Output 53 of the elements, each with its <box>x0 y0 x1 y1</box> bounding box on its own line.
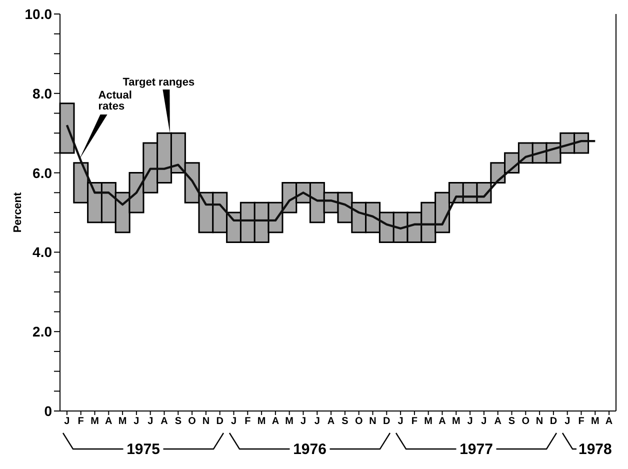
x-tick-label: O <box>522 416 530 428</box>
x-tick-label: O <box>354 416 363 428</box>
x-tick-label: F <box>411 416 418 428</box>
y-tick-label: 8.0 <box>32 85 52 102</box>
y-tick-label: 4.0 <box>32 244 52 260</box>
x-tick-label: S <box>342 416 349 428</box>
x-tick-label: J <box>64 416 70 428</box>
text: 1975 <box>126 441 160 458</box>
x-tick-label: M <box>90 416 99 428</box>
x-tick-label: J <box>314 416 320 428</box>
y-tick-label: 0 <box>44 402 52 419</box>
x-tick-label: M <box>590 416 600 428</box>
x-tick-label: M <box>285 416 294 428</box>
x-tick-label: A <box>327 416 335 428</box>
x-tick-label: J <box>564 416 570 428</box>
x-tick-label: J <box>300 416 306 428</box>
x-tick-label: J <box>398 416 404 428</box>
x-tick-label: M <box>424 416 433 428</box>
x-tick-label: D <box>550 416 558 428</box>
x-tick-label: N <box>202 416 210 428</box>
x-tick-label: S <box>174 416 182 428</box>
x-tick-label: N <box>369 416 376 428</box>
text: 1978 <box>578 441 612 458</box>
text: 1976 <box>293 441 326 458</box>
text: 1977 <box>460 441 493 458</box>
x-tick-label: A <box>105 416 112 428</box>
x-tick-label: F <box>578 416 584 428</box>
x-tick-label: M <box>118 416 127 428</box>
x-tick-label: J <box>481 416 487 428</box>
x-tick-label: D <box>216 416 224 428</box>
x-tick-label: J <box>148 416 154 428</box>
x-tick-label: A <box>494 416 502 428</box>
x-tick-label: M <box>257 416 266 428</box>
x-tick-label: D <box>383 416 390 428</box>
y-tick-label: 2.0 <box>32 324 52 340</box>
x-tick-label: A <box>438 416 446 428</box>
y-tick-label: 10.0 <box>24 6 52 22</box>
x-tick-label: F <box>78 416 84 428</box>
x-tick-label: N <box>536 416 544 428</box>
x-tick-label: A <box>160 416 168 428</box>
x-tick-label: J <box>230 416 237 428</box>
annotation: Target ranges <box>122 76 195 88</box>
x-tick-label: A <box>272 416 280 428</box>
y-axis-title: Percent <box>12 192 24 233</box>
x-tick-label: F <box>244 416 251 428</box>
y-tick-label: 6.0 <box>32 164 52 181</box>
x-tick-label: M <box>452 416 460 428</box>
annotation: Actual rates <box>98 90 132 113</box>
x-tick-label: O <box>188 416 196 428</box>
x-tick-label: S <box>508 416 516 428</box>
x-tick-label: J <box>134 416 140 428</box>
x-tick-label: J <box>467 416 473 428</box>
x-tick-label: A <box>605 416 613 428</box>
